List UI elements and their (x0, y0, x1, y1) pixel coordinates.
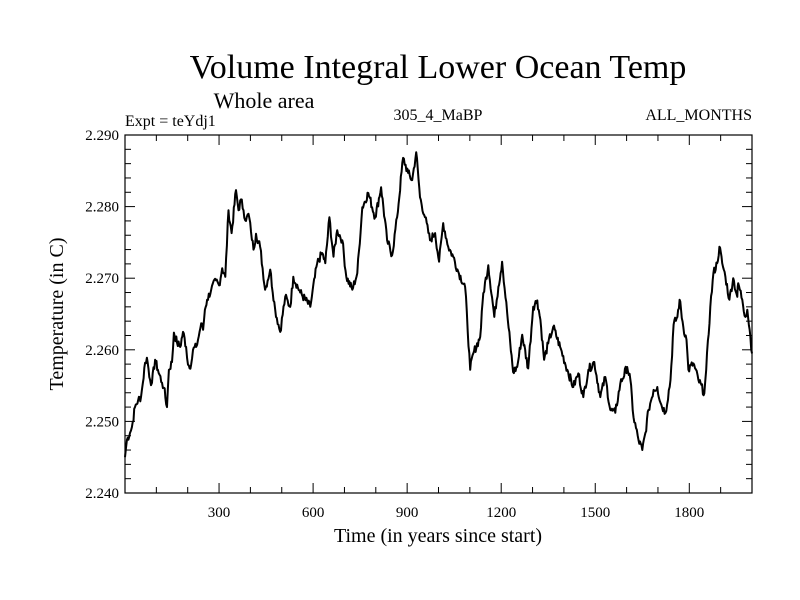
chart-title: Volume Integral Lower Ocean Temp (190, 49, 687, 86)
chart-subtitle: Whole area (214, 88, 315, 113)
x-axis-label: Time (in years since start) (334, 525, 542, 547)
y-axis-label: Temperature (in C) (46, 238, 68, 391)
y-tick-label: 2.270 (85, 271, 119, 287)
series-line (124, 151, 753, 458)
x-tick-label: 1200 (486, 505, 516, 521)
x-tick-label: 1500 (580, 505, 610, 521)
y-tick-label: 2.290 (85, 128, 119, 144)
x-tick-label: 1800 (674, 505, 704, 521)
x-tick-label: 900 (396, 505, 419, 521)
experiment-label: Expt = teYdj1 (125, 113, 216, 130)
period-label: 305_4_MaBP (394, 107, 483, 124)
months-label: ALL_MONTHS (645, 107, 752, 124)
x-axis-tick-labels: 300 600 900 1200 1500 1800 (208, 505, 704, 521)
x-tick-label: 300 (208, 505, 231, 521)
x-axis-ticks (155, 135, 722, 493)
y-tick-label: 2.280 (85, 200, 119, 216)
plot-frame (124, 134, 753, 494)
y-axis-tick-labels: 2.240 2.250 2.260 2.270 2.280 2.290 (85, 128, 119, 502)
y-tick-label: 2.260 (85, 343, 119, 359)
y-tick-label: 2.250 (85, 414, 119, 430)
plot-area: 300 600 900 1200 1500 1800 2.2402.2502.2602.2… (85, 128, 753, 521)
y-tick-label: 2.240 (85, 486, 119, 502)
x-tick-label: 600 (302, 505, 325, 521)
